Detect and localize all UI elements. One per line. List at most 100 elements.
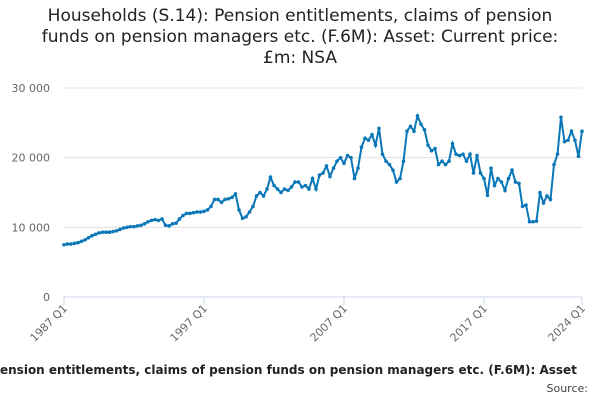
point [457, 153, 462, 158]
y-tick-label: 10 000 [12, 221, 51, 234]
point [454, 152, 458, 156]
point [135, 224, 140, 228]
point [279, 190, 283, 195]
point [485, 193, 490, 198]
point [331, 166, 336, 170]
point [538, 190, 542, 195]
point [149, 218, 154, 223]
point [282, 187, 287, 191]
x-tick-label: 2017 Q1 [448, 302, 491, 345]
point [258, 190, 262, 195]
point [482, 176, 486, 181]
point [261, 194, 266, 198]
source: Source: [547, 382, 589, 395]
point [212, 197, 217, 202]
point [202, 209, 206, 214]
point [104, 230, 108, 235]
point [359, 145, 364, 150]
point [475, 153, 479, 158]
point [338, 155, 343, 160]
x-tick-label: 1997 Q1 [168, 302, 211, 345]
point [394, 180, 399, 184]
point [317, 173, 322, 177]
point [111, 229, 115, 234]
point [328, 174, 332, 179]
point [552, 162, 556, 167]
point [97, 231, 101, 235]
point [146, 219, 150, 224]
point [191, 210, 196, 215]
point [237, 208, 241, 212]
point [198, 210, 203, 214]
point [492, 183, 497, 188]
point [387, 162, 392, 167]
point [380, 152, 385, 156]
point [72, 241, 77, 246]
x-tick-label: 2024 Q1 [546, 302, 589, 345]
x-tick-label: 2007 Q1 [308, 302, 351, 345]
point [170, 222, 175, 226]
point [195, 210, 199, 214]
point [471, 171, 476, 175]
point [545, 194, 549, 198]
point [534, 219, 539, 223]
point [65, 242, 70, 246]
point [233, 192, 238, 196]
point [510, 168, 514, 173]
point [345, 153, 350, 158]
point [555, 152, 560, 156]
point [398, 176, 402, 181]
point [254, 194, 259, 198]
point [76, 240, 80, 245]
point [517, 181, 521, 186]
point [223, 197, 227, 202]
point [541, 201, 546, 205]
point [447, 159, 451, 163]
point [384, 159, 388, 163]
point [275, 187, 280, 191]
point [132, 224, 136, 229]
point [205, 208, 210, 212]
point [272, 183, 276, 188]
point [139, 223, 143, 228]
point [93, 232, 98, 237]
point [489, 166, 493, 170]
point [300, 185, 304, 189]
point [443, 162, 448, 167]
point [216, 197, 220, 202]
point [314, 187, 318, 191]
point [188, 211, 192, 216]
point [419, 122, 423, 127]
point [121, 226, 126, 230]
point [160, 217, 164, 221]
point [440, 159, 444, 163]
point [244, 215, 248, 219]
point [433, 146, 437, 151]
point [426, 143, 430, 147]
point [405, 129, 409, 133]
point [513, 180, 518, 184]
point [576, 154, 581, 159]
point [303, 183, 308, 188]
point [251, 204, 255, 209]
point [478, 171, 483, 175]
chart-title: Households (S.14): Pension entitlements,… [41, 6, 559, 68]
point [289, 185, 294, 189]
point [107, 230, 112, 235]
point [461, 152, 465, 156]
point [412, 129, 416, 133]
point [118, 227, 122, 232]
point [293, 180, 297, 184]
point [422, 128, 427, 132]
legend: ension entitlements, claims of pension f… [0, 363, 577, 377]
point [520, 204, 525, 209]
point [163, 223, 168, 228]
point [321, 171, 325, 175]
point [177, 217, 182, 221]
point [569, 129, 574, 133]
point [401, 159, 406, 163]
point [153, 217, 157, 222]
point [86, 235, 91, 240]
